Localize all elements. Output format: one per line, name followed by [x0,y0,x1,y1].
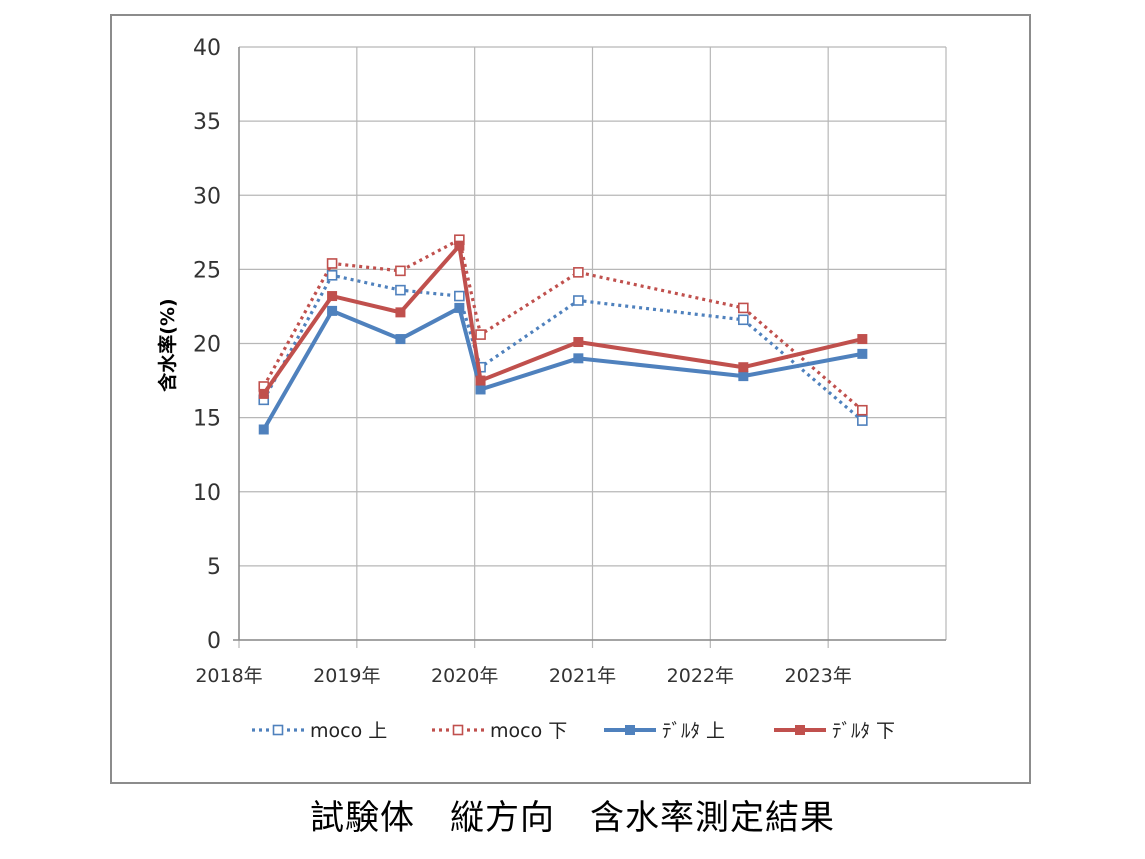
data-point [573,295,584,306]
y-axis-label: 含水率(%) [156,298,179,391]
legend-swatch-marker [795,725,805,735]
series-2 [258,234,868,416]
series-line [262,305,863,431]
y-tick-label: 0 [207,629,221,654]
data-point [454,302,465,313]
data-point [327,291,338,302]
x-tick-label: 2023年 [784,665,851,687]
y-tick-label: 20 [193,333,221,358]
data-point [395,284,406,296]
data-point [395,307,406,318]
x-tick-label: 2019年 [313,665,380,687]
data-point [573,337,584,348]
data-point [395,334,406,345]
legend-label: moco 上 [310,720,387,742]
legend-label: moco 下 [490,720,567,742]
x-tick-label: 2018年 [195,665,262,687]
data-point [327,305,338,316]
y-tick-label: 30 [193,184,221,209]
legend-label: ﾃﾞﾙﾀ 下 [832,720,895,742]
x-tick-label: 2022年 [667,665,734,687]
data-point [475,329,486,340]
legend-swatch-marker [625,725,635,735]
line-chart: 0 5 10 15 20 25 30 35 40 2018年 2019年 2020年 2021年 2022… [156,36,947,742]
y-tick-label: 5 [207,555,221,580]
data-point [454,290,465,302]
x-tick-label: 2020年 [431,665,498,687]
series-3 [258,302,868,435]
data-point [258,388,269,399]
data-point [475,375,486,386]
data-point [857,415,868,426]
data-point [738,371,749,382]
data-point [475,384,486,395]
figure-caption: 試験体 縦方向 含水率測定結果 [310,798,835,838]
data-point [326,258,338,269]
data-point [573,353,584,364]
y-tick-label: 25 [193,258,221,283]
axes: 0 5 10 15 20 25 30 35 40 2018年 2019年 2020年 2021年 2022… [193,36,946,687]
y-tick-label: 35 [193,110,221,135]
series-line [262,243,863,396]
legend-item: ﾃﾞﾙﾀ 上 [604,720,725,742]
data-point [326,270,338,281]
legend: moco 上 moco 下 ﾃﾞﾙﾀ 上 ﾃﾞﾙﾀ 下 [252,720,895,742]
legend-item: ﾃﾞﾙﾀ 下 [774,720,895,742]
grid [238,46,947,648]
y-tick-label: 10 [193,481,221,506]
legend-swatch-marker [452,724,464,736]
data-point [857,348,868,359]
data-point [857,334,868,345]
legend-item: moco 下 [432,720,567,742]
x-tick-label: 2021年 [549,665,616,687]
data-point [258,424,269,435]
legend-swatch-marker [272,724,284,736]
data-point [738,362,749,373]
data-point [454,240,465,251]
chart-frame: 0 5 10 15 20 25 30 35 40 2018年 2019年 2020年 2021年 2022… [110,14,1031,784]
series-4 [258,240,868,399]
y-tick-label: 15 [193,407,221,432]
data-point [395,265,406,277]
legend-item: moco 上 [252,720,387,742]
series-line [262,273,864,422]
data-point [738,314,749,326]
y-tick-label: 40 [193,36,221,61]
series [258,234,868,435]
data-point [738,302,749,314]
data-point [573,267,584,278]
data-point [857,404,868,416]
legend-label: ﾃﾞﾙﾀ 上 [662,720,725,742]
series-line [262,238,864,412]
